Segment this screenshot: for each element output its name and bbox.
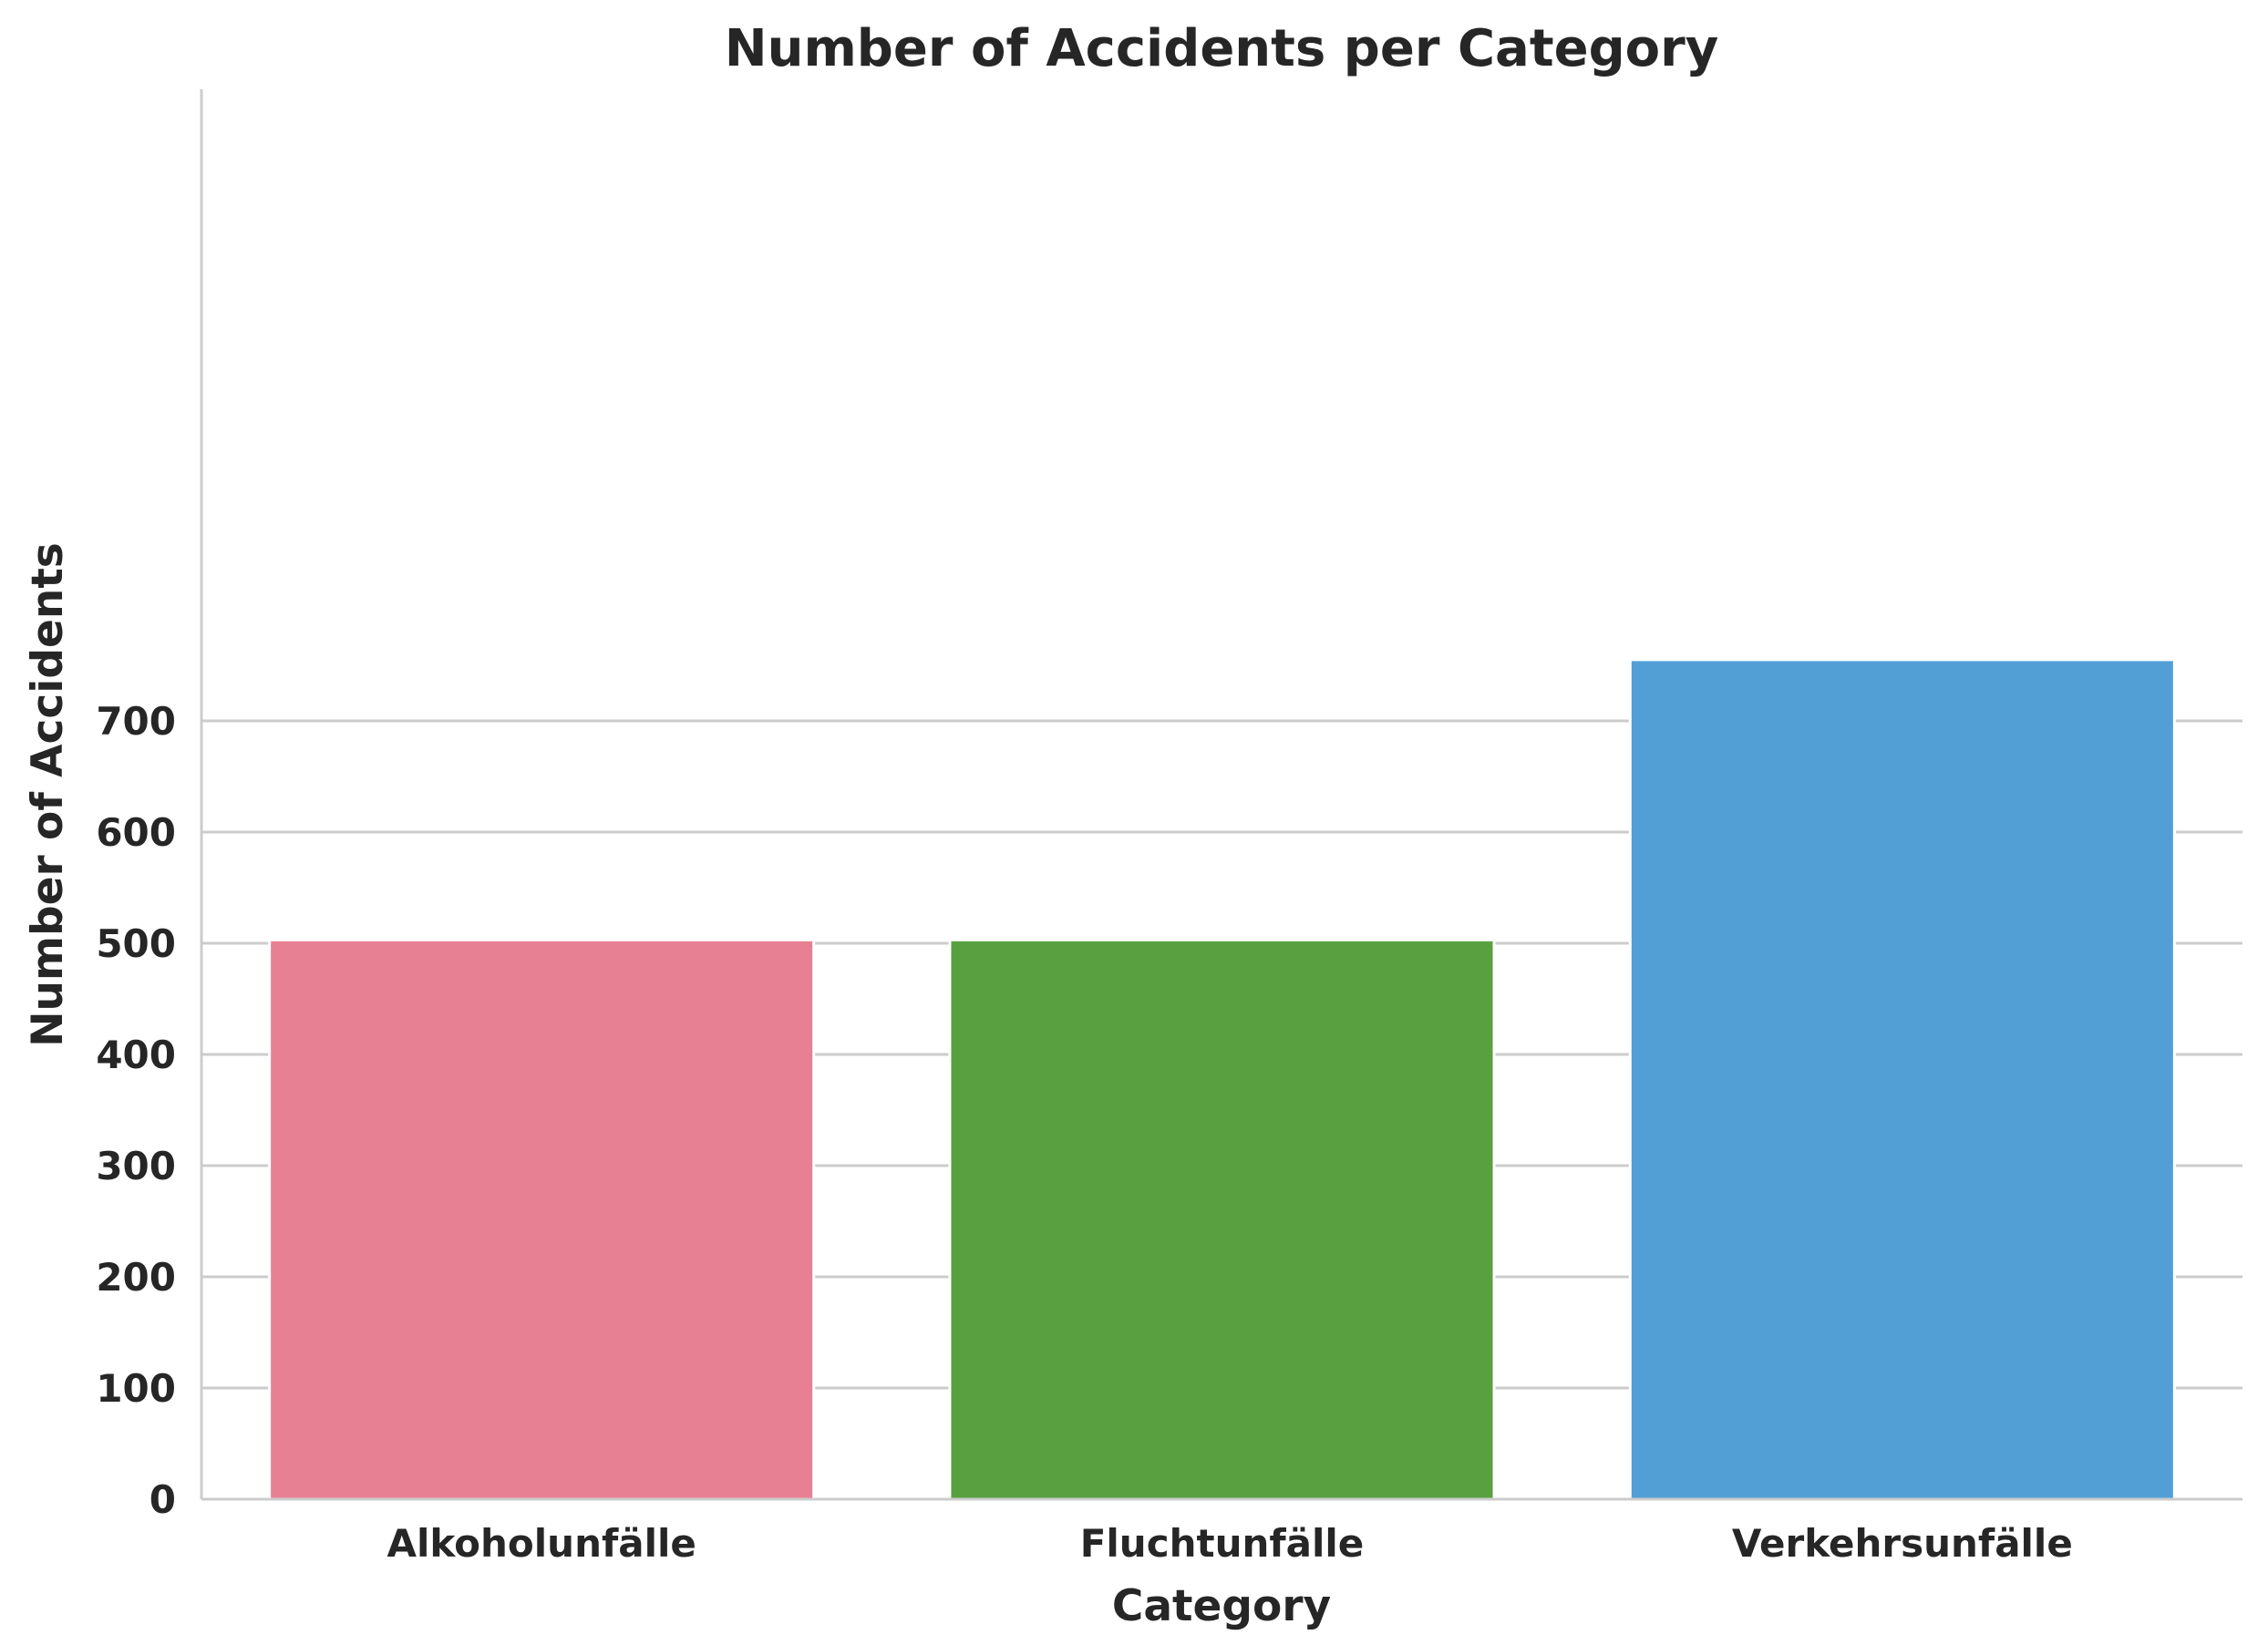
y-tick-label: 600	[96, 810, 176, 855]
y-tick-label: 100	[96, 1366, 176, 1411]
y-tick-label: 700	[96, 699, 176, 744]
y-tick-label: 200	[96, 1255, 176, 1300]
x-axis-label: Category	[1112, 1581, 1331, 1631]
bars	[268, 658, 2176, 1501]
y-tick-label: 0	[149, 1477, 176, 1522]
x-tick-label: Fluchtunfälle	[1080, 1521, 1365, 1566]
y-axis-label: Number of Accidents	[23, 542, 73, 1047]
y-tick-label: 300	[96, 1144, 176, 1188]
x-tick-label: Verkehrsunfälle	[1732, 1521, 2073, 1566]
chart-title: Number of Accidents per Category	[725, 19, 1719, 78]
y-tick-label: 400	[96, 1033, 176, 1077]
x-tick-label: Alkoholunfälle	[387, 1521, 696, 1566]
y-tick-labels: 0 100 200 300 400 500 600 700	[96, 699, 176, 1522]
y-tick-label: 500	[96, 921, 176, 966]
bar-verkehrsunfälle	[1628, 658, 2176, 1501]
bar-fluchtunfälle	[948, 938, 1496, 1501]
bar-alkoholunfälle	[268, 938, 816, 1501]
x-tick-labels: Alkoholunfälle Fluchtunfälle Verkehrsunfäl…	[387, 1521, 2072, 1566]
